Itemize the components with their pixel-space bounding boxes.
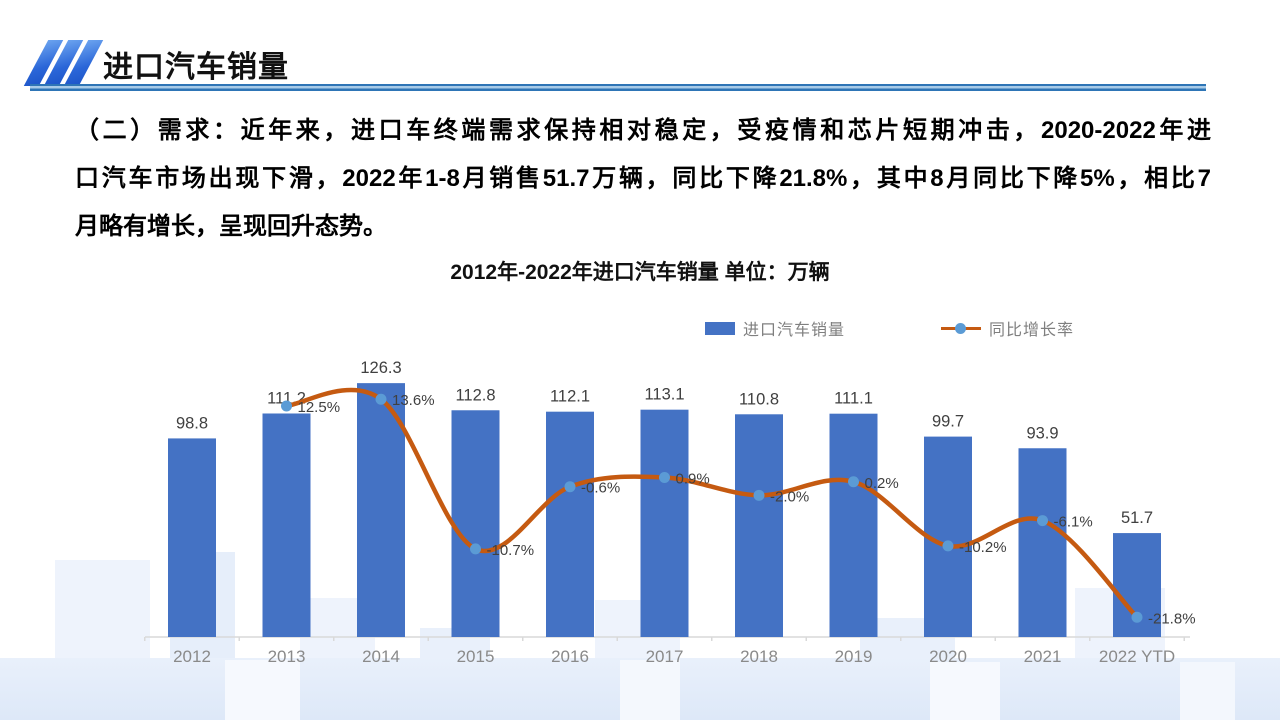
header-slashes-icon bbox=[23, 40, 104, 86]
x-axis-label: 2014 bbox=[362, 647, 400, 666]
paragraph-line: 月略有增长，呈现回升态势。 bbox=[75, 213, 387, 240]
legend-item-sales: 进口汽车销量 bbox=[705, 316, 845, 340]
x-axis-label: 2018 bbox=[740, 647, 778, 666]
growth-rate-label: 0.2% bbox=[865, 475, 899, 492]
x-axis-label: 2019 bbox=[835, 647, 873, 666]
growth-rate-label: -21.8% bbox=[1148, 610, 1196, 627]
x-axis-label: 2021 bbox=[1024, 647, 1062, 666]
bar-value-label: 93.9 bbox=[1026, 424, 1058, 442]
growth-rate-label: -10.2% bbox=[959, 539, 1007, 556]
legend-label: 进口汽车销量 bbox=[743, 322, 846, 339]
chart-legend: 进口汽车销量 同比增长率 bbox=[705, 316, 1074, 340]
growth-rate-label: -10.7% bbox=[487, 542, 535, 559]
growth-rate-label: -6.1% bbox=[1054, 514, 1093, 531]
legend-label: 同比增长率 bbox=[989, 322, 1075, 339]
line-series-marker-icon bbox=[941, 322, 982, 335]
skyline-building bbox=[620, 660, 680, 720]
bar-value-label: 98.8 bbox=[176, 414, 208, 432]
line-marker bbox=[1131, 611, 1143, 623]
x-axis-label: 2016 bbox=[551, 647, 589, 666]
bar-2016 bbox=[546, 411, 594, 637]
bar-2017 bbox=[640, 409, 689, 637]
line-marker bbox=[470, 543, 481, 555]
growth-rate-label: -2.0% bbox=[770, 488, 809, 505]
paragraph-line: 口汽车市场出现下滑，2022年1-8月销售51.7万辆，同比下降21.8%，其中… bbox=[75, 165, 1211, 192]
line-marker bbox=[564, 481, 576, 493]
x-axis-label: 2017 bbox=[646, 647, 684, 666]
bar-2021 bbox=[1018, 448, 1067, 637]
legend-item-growth: 同比增长率 bbox=[941, 316, 1074, 340]
line-marker bbox=[375, 393, 387, 405]
skyline-building bbox=[225, 660, 300, 720]
x-axis-label: 2020 bbox=[929, 647, 967, 666]
bar-value-label: 112.8 bbox=[455, 386, 495, 404]
line-marker bbox=[659, 471, 670, 483]
x-axis-label: 2012 bbox=[173, 647, 211, 666]
bar-value-label: 99.7 bbox=[932, 413, 964, 431]
chart-canvas: 98.82012111.22013126.32014112.82015112.1… bbox=[144, 359, 1196, 666]
bar-2018 bbox=[735, 414, 783, 637]
growth-rate-label: 13.6% bbox=[392, 392, 435, 409]
line-marker bbox=[281, 400, 292, 412]
bar-value-label: 110.8 bbox=[739, 390, 779, 408]
skyline-building bbox=[930, 662, 1000, 720]
page-title: 进口汽车销量 bbox=[103, 51, 289, 84]
growth-rate-line bbox=[284, 387, 1140, 620]
x-axis-label: 2015 bbox=[457, 647, 495, 666]
line-marker bbox=[753, 489, 765, 501]
x-axis-label: 2013 bbox=[268, 647, 306, 666]
bar-value-label: 113.1 bbox=[644, 386, 684, 404]
growth-rate-label: -0.6% bbox=[581, 480, 620, 497]
growth-rate-label: 0.9% bbox=[676, 470, 710, 487]
bar-value-label: 126.3 bbox=[360, 359, 401, 377]
bar-value-label: 51.7 bbox=[1121, 509, 1153, 527]
growth-rate-label: 12.5% bbox=[298, 399, 341, 416]
bar-series-swatch bbox=[705, 321, 735, 335]
line-marker bbox=[942, 540, 954, 552]
skyline-building bbox=[1180, 662, 1235, 720]
bar-value-label: 112.1 bbox=[550, 388, 590, 406]
body-paragraph: （二）需求：近年来，进口车终端需求保持相对稳定，受疫情和芯片短期冲击，2020-… bbox=[75, 107, 1211, 251]
x-axis-label: 2022 YTD bbox=[1099, 647, 1175, 666]
title-underline bbox=[30, 84, 1206, 91]
dot-glyph bbox=[955, 322, 967, 334]
bar-2019 bbox=[829, 413, 878, 637]
combo-chart: 98.8 2012 111.2 2013 126.3 2014 112.8 2015 112.1… bbox=[140, 350, 1200, 680]
line-marker bbox=[1037, 515, 1048, 527]
bar-2015 bbox=[451, 410, 500, 637]
bar-2013 bbox=[262, 413, 311, 637]
line-marker bbox=[848, 476, 859, 488]
paragraph-line: （二）需求：近年来，进口车终端需求保持相对稳定，受疫情和芯片短期冲击，2020-… bbox=[75, 117, 1211, 144]
bar-2014 bbox=[357, 383, 405, 637]
bar-2012 bbox=[168, 438, 216, 637]
chart-title: 2012年-2022年进口汽车销量 单位：万辆 bbox=[450, 261, 830, 284]
bar-value-label: 111.1 bbox=[834, 390, 873, 408]
